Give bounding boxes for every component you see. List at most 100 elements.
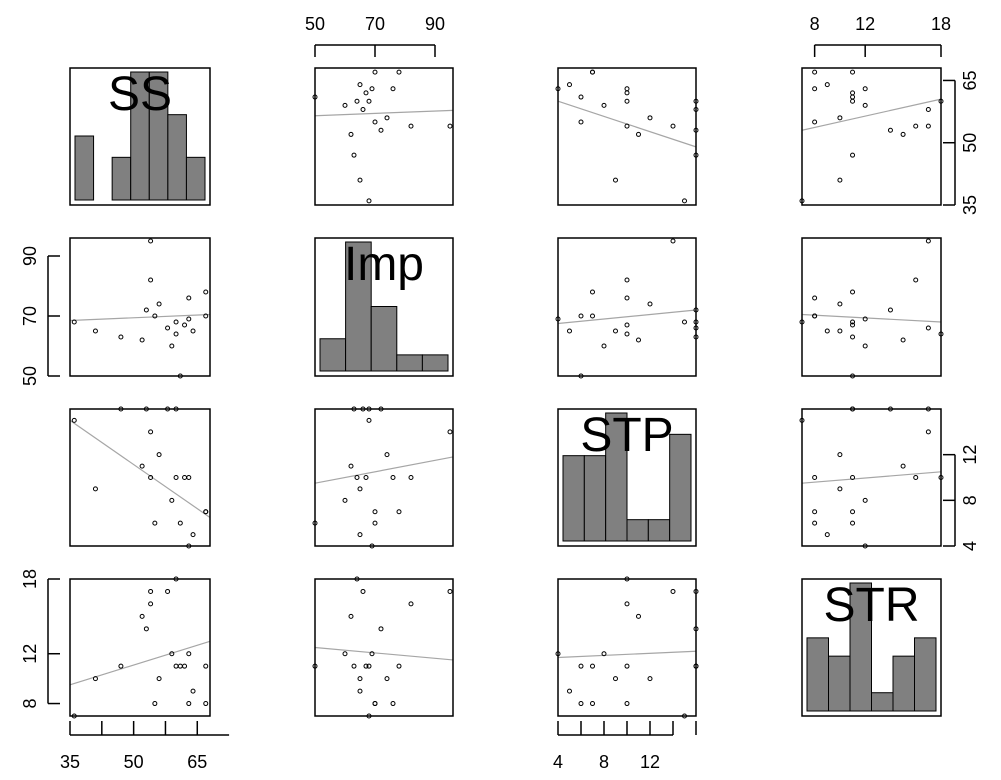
point-STP-STR-3 [900,463,906,469]
point-STR-STP-3 [636,613,641,619]
point-SS-STP-6 [670,123,676,129]
point-Imp-STR-10 [862,343,868,349]
fit-line-SS-Imp [314,109,454,117]
point-SS-STP-14 [624,90,630,96]
panel-STR-SS [69,576,211,719]
point-Imp-STR-19 [812,313,818,319]
point-STP-Imp-11 [354,475,360,480]
point-SS-Imp-4 [378,127,384,133]
point-SS-Imp-15 [390,86,396,92]
point-Imp-SS-6 [148,238,154,244]
point-STP-STR-15 [812,475,818,480]
panel-STP-STP: STP [557,408,697,547]
panel-frame-SS-STP [557,67,697,206]
point-Imp-STR-3 [900,337,906,343]
point-STP-SS-17 [190,532,196,538]
point-STR-Imp-15 [390,701,396,707]
point-SS-STR-18 [850,69,856,75]
point-Imp-STR-6 [925,238,931,244]
point-STR-SS-10 [169,651,175,657]
histogram-bar-STP-2 [605,412,628,542]
point-STP-Imp-8 [384,452,390,458]
point-Imp-SS-3 [139,337,145,343]
point-STR-STP-19 [590,701,595,707]
panel-frame-STR-SS [69,578,211,717]
point-STP-Imp-1 [357,486,363,492]
top-tick-label-STR-1: 12 [855,14,875,34]
point-Imp-STP-8 [647,301,653,307]
variable-label-STP: STP [580,409,673,462]
fit-line-STP-Imp [314,456,454,484]
point-STR-Imp-17 [357,688,363,694]
point-SS-STP-7 [578,119,584,125]
fit-line-SS-STR [801,98,942,131]
point-Imp-SS-4 [143,307,149,313]
point-STR-Imp-3 [348,613,354,619]
histogram-bar-Imp-0 [319,338,347,372]
point-SS-STP-13 [578,94,584,100]
top-tick-label-Imp-1: 70 [365,14,385,34]
point-STP-Imp-14 [363,475,369,480]
point-STR-SS-8 [156,676,162,682]
point-STR-SS-5 [148,601,154,607]
point-STR-Imp-19 [372,701,378,707]
point-STP-Imp-5 [408,475,414,480]
point-STR-SS-12 [173,663,179,669]
point-Imp-SS-17 [190,328,196,334]
panel-Imp-STR [799,237,944,379]
point-SS-STP-11 [624,98,630,104]
point-SS-Imp-16 [369,86,375,92]
point-STR-STP-15 [624,701,630,707]
point-SS-Imp-11 [354,98,360,104]
point-STR-Imp-16 [369,651,375,657]
fit-line-STP-SS [69,419,211,518]
point-STP-Imp-0 [366,417,372,423]
panel-frame-SS-STR [801,67,942,206]
point-STP-SS-15 [186,475,192,480]
point-Imp-STR-14 [850,322,856,328]
panel-STR-STR: STR [801,578,942,717]
panel-SS-STP [555,67,699,206]
point-STP-STR-10 [862,497,868,503]
point-SS-STR-16 [862,86,868,92]
bottom-tick-label-STP-1: 8 [599,752,609,772]
point-SS-STP-17 [567,82,572,88]
point-Imp-STR-1 [837,328,843,334]
point-STP-STR-7 [812,520,818,526]
point-STR-STP-7 [578,701,584,707]
bottom-tick-label-SS-2: 65 [187,752,207,772]
right-tick-label-STP-0: 4 [960,541,980,551]
point-SS-STR-2 [850,152,856,158]
point-STP-STR-19 [812,509,818,515]
point-STR-SS-6 [148,588,154,594]
histogram-bar-Imp-3 [396,354,423,372]
point-SS-Imp-3 [348,131,354,137]
point-STP-SS-1 [92,486,98,492]
variable-label-STR: STR [824,579,920,632]
variable-label-Imp: Imp [344,238,424,291]
point-Imp-STR-17 [824,328,830,334]
histogram-bar-STP-0 [562,455,585,542]
point-STR-SS-14 [182,663,188,669]
right-tick-label-SS-1: 50 [960,133,980,153]
point-STR-SS-3 [139,613,145,619]
point-STR-Imp-18 [396,663,402,669]
point-STR-Imp-4 [378,626,384,632]
point-Imp-SS-10 [169,343,175,349]
point-Imp-SS-18 [203,289,209,295]
point-SS-STP-5 [624,123,630,129]
point-Imp-STR-15 [812,295,818,301]
point-STP-STR-5 [913,475,919,480]
point-STR-STP-1 [613,676,618,682]
point-SS-STR-17 [824,82,830,88]
point-SS-Imp-2 [351,152,357,158]
point-STR-SS-7 [152,701,158,707]
bottom-tick-label-STP-0: 4 [553,752,563,772]
panel-frame-STP-STR [801,408,942,547]
point-SS-Imp-5 [408,123,414,129]
point-STP-SS-7 [152,520,158,526]
point-STP-Imp-7 [372,520,378,526]
panel-SS-SS: SS [69,67,211,206]
panel-frame-STP-STP [557,408,697,547]
